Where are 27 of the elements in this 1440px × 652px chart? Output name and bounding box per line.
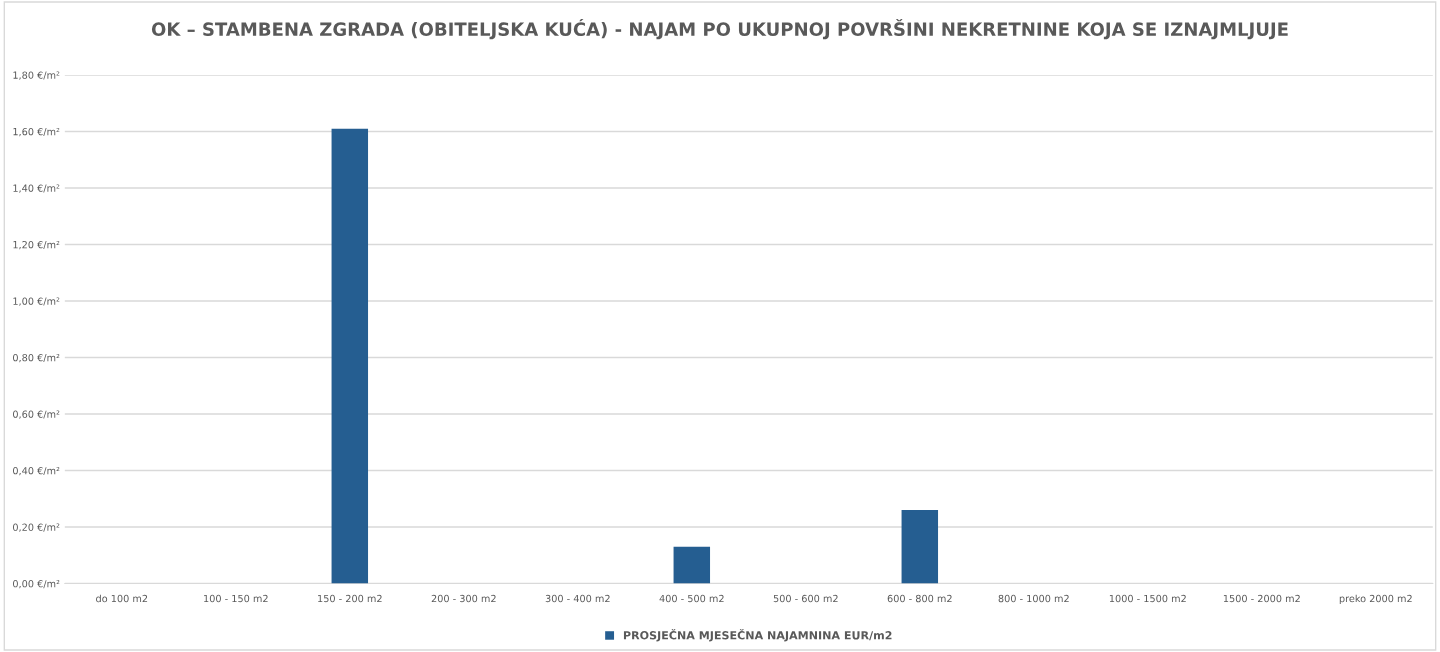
x-tick-label: 1000 - 1500 m2: [1109, 594, 1186, 603]
legend-label: PROSJEČNA MJESEČNA NAJAMNINA EUR/m2: [623, 629, 892, 642]
y-tick-label: 1,00 €/m²: [13, 297, 60, 306]
y-tick-label: 1,40 €/m²: [13, 184, 60, 193]
y-tick-label: 1,80 €/m²: [13, 71, 60, 80]
bar: [673, 546, 711, 584]
y-tick-label: 0,80 €/m²: [13, 353, 60, 363]
y-tick-label: 0,40 €/m²: [13, 467, 60, 476]
x-tick-label: 200 - 300 m2: [431, 594, 496, 603]
x-tick-label: 150 - 200 m2: [318, 594, 382, 603]
chart-title: OK – STAMBENA ZGRADA (OBITELJSKA KUĆA) - NAJAM PO UKUPNOJ POVRŠINI NEKRETNINE KOJA SE IZNAJMLJUJE: [151, 19, 1288, 40]
y-tick-label: 0,00 €/m²: [13, 580, 60, 589]
x-tick-label: 100 - 150 m2: [204, 594, 268, 603]
bar: [331, 128, 369, 584]
x-tick-label: 400 - 500 m2: [659, 594, 724, 603]
x-tick-label: do 100 m2: [96, 594, 148, 603]
x-tick-label: 300 - 400 m2: [545, 594, 610, 603]
y-tick-label: 1,20 €/m²: [13, 240, 60, 250]
y-tick-label: 0,60 €/m²: [13, 410, 60, 419]
y-tick-label: 0,20 €/m²: [13, 523, 60, 532]
x-tick-label: 600 - 800 m2: [887, 594, 952, 603]
x-tick-label: 500 - 600 m2: [773, 594, 838, 603]
x-tick-label: preko 2000 m2: [1339, 594, 1412, 605]
y-tick-label: 1,60 €/m²: [13, 127, 60, 137]
x-tick-label: 800 - 1000 m2: [998, 594, 1069, 603]
bar: [901, 510, 939, 584]
x-tick-label: 1500 - 2000 m2: [1223, 594, 1300, 603]
